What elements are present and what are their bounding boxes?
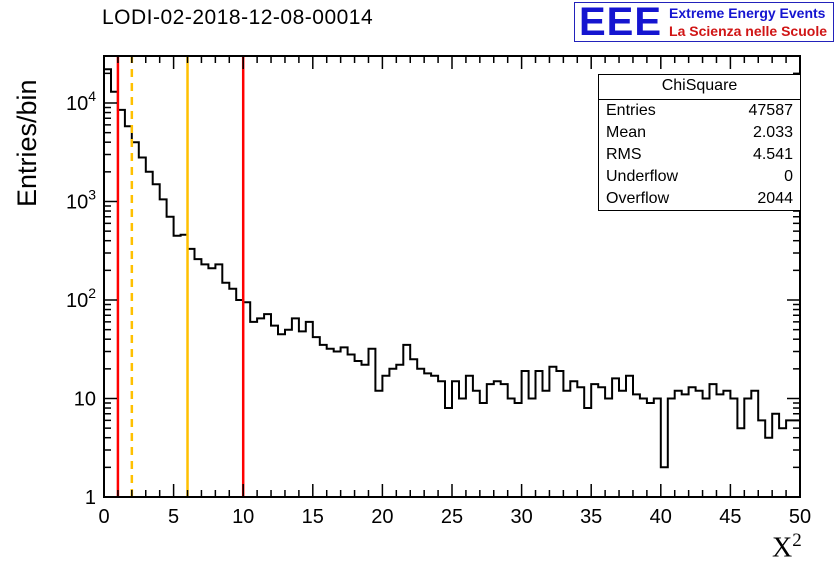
x-tick-label: 40	[650, 506, 672, 528]
stats-row-rms: RMS 4.541	[599, 144, 800, 166]
stats-value: 47587	[748, 102, 794, 119]
eee-logo-line1: Extreme Energy Events	[669, 5, 826, 21]
stats-row-underflow: Underflow 0	[599, 166, 800, 188]
x-tick-label: 10	[232, 506, 254, 528]
x-tick-label: 5	[168, 506, 179, 528]
x-tick-label: 0	[98, 506, 109, 528]
stats-value: 0	[784, 168, 793, 185]
x-tick-label: 25	[441, 506, 463, 528]
stats-row-mean: Mean 2.033	[599, 122, 800, 144]
stats-value: 2.033	[752, 124, 793, 141]
y-tick-label: 102	[66, 285, 96, 312]
stats-value: 2044	[757, 190, 793, 207]
y-tick-label: 104	[66, 88, 96, 115]
stats-label: Entries	[606, 102, 656, 119]
histogram-line	[103, 68, 800, 497]
eee-logo-line2: La Scienza nelle Scuole	[669, 23, 827, 40]
stats-value: 4.541	[752, 146, 793, 163]
x-tick-label: 30	[510, 506, 532, 528]
eee-logo-text: Extreme Energy Events La Scienza nelle S…	[669, 4, 827, 40]
stats-row-entries: Entries 47587	[599, 100, 800, 122]
x-axis-label-exponent: 2	[792, 530, 802, 551]
stats-box-title: ChiSquare	[599, 75, 800, 100]
stats-row-overflow: Overflow 2044	[599, 188, 800, 210]
y-tick-label: 103	[66, 186, 96, 213]
x-tick-label: 20	[371, 506, 393, 528]
eee-logo: EEE Extreme Energy Events La Scienza nel…	[574, 0, 834, 45]
stats-label: RMS	[606, 146, 642, 163]
x-tick-label: 50	[789, 506, 811, 528]
x-axis-label: X2	[772, 530, 802, 564]
stats-label: Underflow	[606, 168, 679, 185]
x-tick-label: 45	[719, 506, 741, 528]
stats-label: Overflow	[606, 190, 670, 207]
eee-logo-letters: EEE	[579, 0, 663, 45]
y-tick-label: 1	[85, 487, 96, 509]
plot-title: LODI-02-2018-12-08-00014	[102, 6, 374, 29]
stats-label: Mean	[606, 124, 647, 141]
x-tick-label: 35	[580, 506, 602, 528]
x-axis-label-base: X	[772, 532, 793, 564]
y-tick-label: 10	[74, 388, 96, 410]
stats-box: ChiSquare Entries 47587 Mean 2.033 RMS 4…	[598, 74, 801, 211]
x-tick-label: 15	[302, 506, 324, 528]
